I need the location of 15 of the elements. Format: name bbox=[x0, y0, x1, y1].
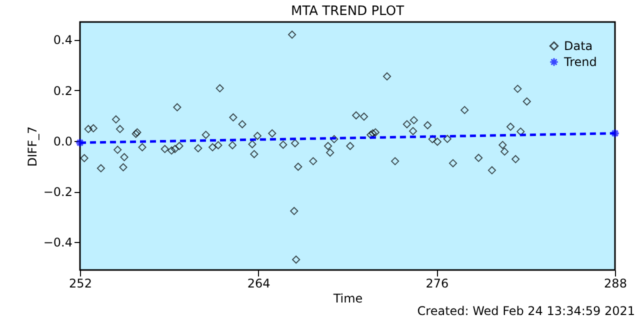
y-axis-title: DIFF_7 bbox=[25, 126, 40, 167]
x-tick-label: 252 bbox=[69, 276, 92, 290]
x-axis-title: Time bbox=[332, 292, 363, 306]
legend-label: Trend bbox=[563, 55, 597, 69]
y-tick-label: −0.2 bbox=[43, 185, 72, 200]
x-tick-label: 288 bbox=[604, 276, 627, 290]
y-tick-label: 0.2 bbox=[53, 84, 72, 98]
chart-title: MTA TREND PLOT bbox=[290, 4, 404, 19]
legend-label: Data bbox=[564, 39, 593, 53]
x-tick-label: 264 bbox=[247, 276, 270, 290]
y-tick-label: 0.0 bbox=[53, 134, 72, 148]
y-tick-label: −0.4 bbox=[43, 236, 72, 250]
x-tick-label: 276 bbox=[426, 276, 449, 290]
text: Created: Wed Feb 24 13:34:59 2021 bbox=[417, 304, 635, 318]
y-tick-label: 0.4 bbox=[53, 33, 72, 48]
